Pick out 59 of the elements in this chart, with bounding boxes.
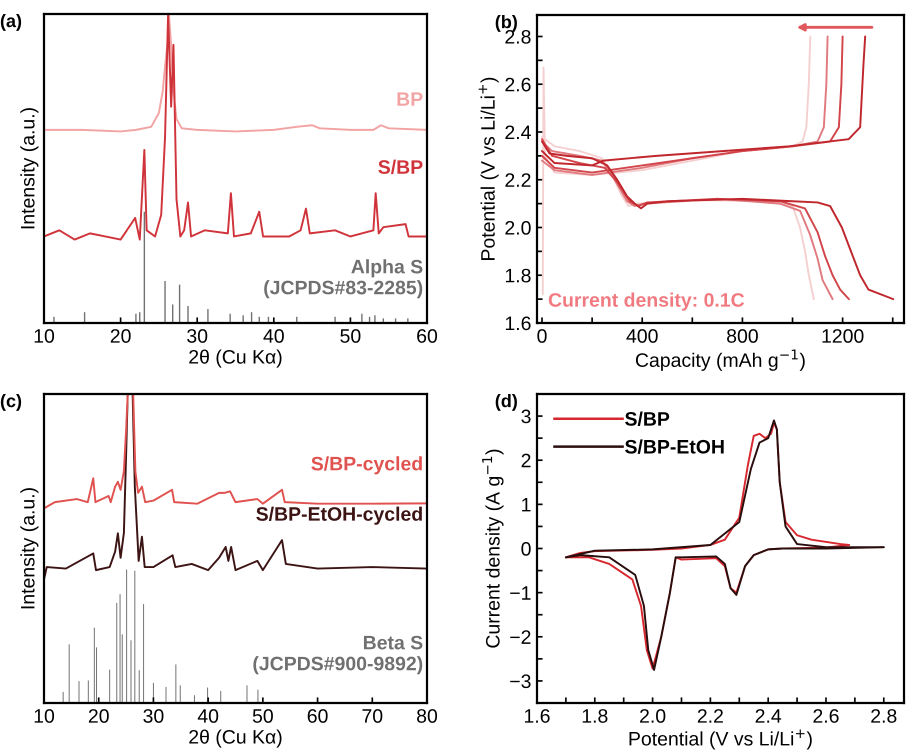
x-tick-label: 20 bbox=[88, 709, 109, 723]
x-tick-label: 400 bbox=[626, 329, 658, 343]
x-tick-label: 40 bbox=[198, 709, 218, 723]
x-tick-label: 2.8 bbox=[871, 709, 896, 723]
x-tick-label: 50 bbox=[340, 329, 360, 343]
y-tick-label: 2.8 bbox=[505, 30, 531, 44]
chart-title: (d) bbox=[496, 394, 517, 411]
x-tick-label: 2.0 bbox=[640, 709, 666, 723]
x-tick-label: 20 bbox=[110, 329, 131, 343]
x-tick-label: 60 bbox=[417, 329, 438, 343]
y-tick-label: 2.4 bbox=[505, 125, 531, 140]
chart-title: (c) bbox=[0, 394, 22, 411]
x-tick-label: 60 bbox=[308, 709, 328, 723]
x-tick-label: 40 bbox=[263, 329, 284, 343]
y-tick-label: −1 bbox=[510, 586, 530, 600]
x-axis-title: 2θ (Cu Kα) bbox=[189, 349, 282, 368]
y-tick-label: 2.2 bbox=[505, 173, 530, 187]
series-label: S/BP-cycled bbox=[311, 456, 422, 474]
x-axis-title: Capacity (mAh g$^{−1}$) bbox=[636, 349, 805, 371]
x-tick-label: 80 bbox=[417, 709, 438, 723]
y-tick-label: 1.6 bbox=[506, 316, 531, 330]
x-tick-label: 70 bbox=[362, 709, 382, 723]
y-axis-title: Potential (V vs Li/Li$^{+}$) bbox=[478, 78, 499, 260]
chart-title: (b) bbox=[496, 15, 517, 32]
y-tick-label: 0 bbox=[521, 542, 531, 556]
x-tick-label: 10 bbox=[34, 329, 54, 343]
y-axis-title: Intensity (a.u.) bbox=[20, 488, 38, 608]
legend-label: S/BP-EtOH bbox=[625, 439, 724, 454]
y-tick-label: 1.8 bbox=[506, 268, 531, 282]
x-axis-title: 2θ (Cu Kα) bbox=[189, 729, 282, 748]
series-label: Beta S (JCPDS#900-9892) bbox=[253, 636, 422, 674]
y-axis-title: Intensity (a.u.) bbox=[20, 108, 38, 228]
y-tick-label: 2 bbox=[522, 454, 530, 468]
x-tick-label: 50 bbox=[252, 709, 273, 723]
annotation: Current density: 0.1C bbox=[548, 292, 744, 311]
legend-label: S/BP bbox=[625, 412, 670, 426]
x-tick-label: 0 bbox=[537, 329, 547, 343]
y-axis-title: Current density (A g$^{−1}$) bbox=[482, 450, 504, 648]
y-tick-label: −2 bbox=[510, 630, 530, 644]
x-tick-label: 2.6 bbox=[813, 709, 839, 723]
x-axis-title: Potential (V vs Li/Li$^{+}$) bbox=[630, 729, 812, 750]
y-tick-label: 1 bbox=[522, 498, 530, 512]
y-tick-label: 2.6 bbox=[505, 78, 531, 92]
x-tick-label: 1200 bbox=[822, 329, 864, 343]
x-tick-label: 30 bbox=[143, 709, 164, 723]
y-tick-label: 2.0 bbox=[505, 220, 531, 235]
x-tick-label: 1.8 bbox=[582, 709, 608, 723]
x-tick-label: 10 bbox=[34, 709, 54, 723]
y-tick-label: 3 bbox=[521, 410, 531, 424]
series-label: S/BP bbox=[378, 160, 423, 174]
series-label: S/BP-EtOH-cycled bbox=[256, 506, 422, 525]
y-tick-label: −3 bbox=[510, 674, 531, 688]
x-tick-label: 2.2 bbox=[698, 709, 723, 723]
series-label: Alpha S (JCPDS#83-2285) bbox=[264, 259, 422, 298]
x-tick-label: 30 bbox=[187, 329, 208, 343]
x-tick-label: 2.4 bbox=[756, 709, 782, 723]
chart-title: (a) bbox=[0, 14, 22, 31]
x-tick-label: 800 bbox=[727, 329, 758, 343]
series-label: BP bbox=[397, 92, 423, 106]
